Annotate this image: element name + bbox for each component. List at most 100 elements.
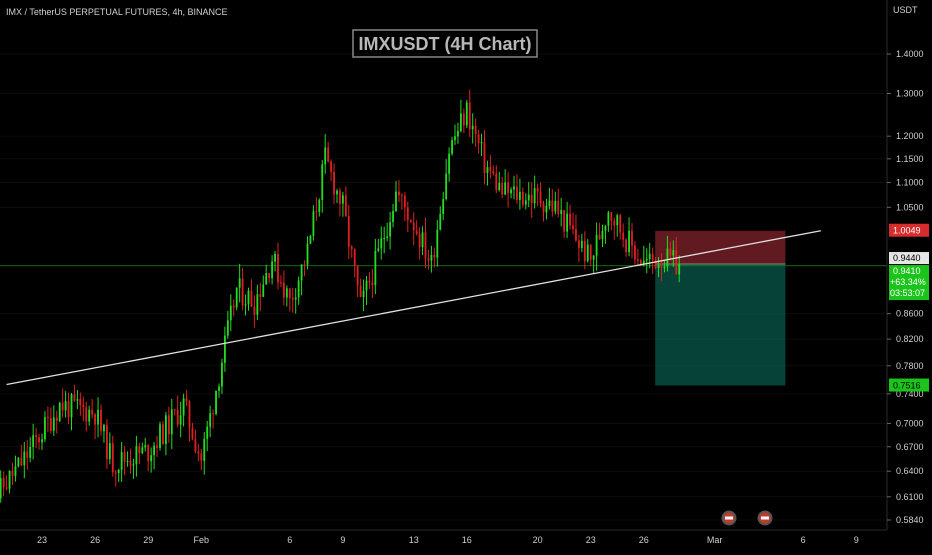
time-tick-label: Feb — [194, 535, 210, 545]
price-badges: 1.0049 0.9440 0.9410 +63.34% 03:53:07 0.… — [889, 223, 929, 392]
price-tick-label: 0.7400 — [896, 389, 924, 399]
short-position-tool[interactable] — [655, 230, 786, 386]
price-tick-label: 1.1000 — [896, 178, 924, 188]
candle-body — [256, 294, 259, 315]
candle-body — [433, 254, 436, 258]
candle-body — [20, 457, 23, 466]
candle-body — [179, 415, 182, 425]
candle-body — [327, 147, 330, 162]
price-axis[interactable]: 1.4000 1.3000 1.2000 1.1500 1.1000 1.0500 0.86… — [887, 49, 924, 525]
event-marker-2[interactable] — [757, 510, 773, 526]
candle-body — [530, 194, 533, 204]
price-tick-label: 0.6700 — [896, 442, 924, 452]
candle-body — [663, 266, 666, 268]
candle-body — [504, 182, 507, 195]
candle-body — [253, 306, 256, 315]
candle-body — [518, 191, 521, 200]
time-tick-label: 6 — [287, 535, 292, 545]
candle-body — [457, 131, 459, 137]
candle-body — [88, 409, 91, 422]
time-tick-label: 6 — [801, 535, 806, 545]
candle-body — [285, 288, 288, 298]
candle-body — [560, 210, 563, 214]
support-trendline[interactable] — [6, 230, 821, 386]
candle-body — [64, 401, 67, 411]
price-tick-label: 0.6100 — [896, 492, 924, 502]
last-price-text: 0.9410 — [893, 266, 921, 276]
candle-body — [586, 244, 589, 262]
candle-body — [336, 190, 338, 195]
candle-body — [159, 424, 161, 448]
candle-body — [67, 401, 70, 418]
candle-body — [312, 211, 315, 236]
price-tick-label: 0.7000 — [896, 418, 924, 428]
candle-body — [365, 280, 368, 291]
candle-body — [678, 263, 681, 275]
candle-body — [551, 200, 554, 212]
candle-body — [536, 188, 539, 192]
candle-body — [507, 182, 510, 194]
candle-body — [566, 213, 569, 232]
candle-body — [398, 191, 400, 196]
candle-body — [8, 470, 11, 489]
candle-body — [675, 250, 678, 275]
target-price-badge — [889, 378, 929, 392]
candle-body — [123, 452, 126, 462]
candle-body — [521, 191, 524, 205]
candle-body — [188, 401, 191, 428]
candle-body — [636, 259, 639, 261]
take-profit-zone — [655, 264, 786, 386]
candle-body — [232, 305, 235, 308]
candle-body — [173, 409, 176, 411]
time-axis[interactable]: 23 26 29 Feb 6 9 13 16 20 23 26 Mar 6 9 — [37, 535, 859, 545]
candle-body — [406, 207, 409, 221]
candle-body — [533, 188, 536, 204]
candle-body — [445, 173, 448, 200]
candle-body — [212, 413, 215, 415]
candle-body — [595, 234, 598, 256]
candle-body — [38, 437, 40, 443]
candle-body — [498, 182, 501, 191]
candle-body — [474, 125, 477, 135]
candle-body — [185, 398, 188, 402]
candle-body — [628, 230, 630, 253]
candle-body — [117, 469, 120, 473]
candle-body — [660, 265, 663, 268]
candle-body — [11, 470, 14, 477]
candle-body — [634, 245, 636, 260]
candle-body — [111, 443, 114, 473]
candle-body — [14, 466, 17, 477]
candle-body — [55, 417, 58, 421]
candle-body — [156, 445, 158, 448]
candle-body — [274, 253, 276, 262]
candle-body — [409, 220, 412, 223]
candle-body — [44, 417, 46, 440]
candle-body — [182, 398, 185, 416]
candle-body — [176, 409, 179, 425]
candle-body — [451, 140, 453, 154]
candle-body — [129, 460, 132, 466]
candle-body — [197, 451, 200, 454]
candle-body — [392, 210, 394, 223]
bar-countdown-text: 03:53:07 — [890, 288, 925, 298]
candle-body — [577, 240, 580, 248]
candle-body — [5, 487, 8, 489]
stop-loss-zone — [655, 230, 786, 265]
candle-body — [29, 447, 32, 458]
stop-price-text: 1.0049 — [893, 226, 921, 236]
candle-body — [424, 232, 427, 259]
candle-body — [672, 250, 675, 256]
time-tick-label: 26 — [90, 535, 100, 545]
entry-price-text: 0.9440 — [893, 253, 921, 263]
candle-body — [631, 230, 633, 246]
candle-body — [344, 195, 347, 217]
candle-body — [527, 194, 530, 201]
candle-body — [141, 447, 144, 454]
candle-body — [97, 409, 99, 425]
candle-body — [91, 409, 94, 415]
candle-body — [400, 195, 403, 197]
candle-body — [108, 443, 111, 460]
event-marker-1[interactable] — [721, 510, 737, 526]
